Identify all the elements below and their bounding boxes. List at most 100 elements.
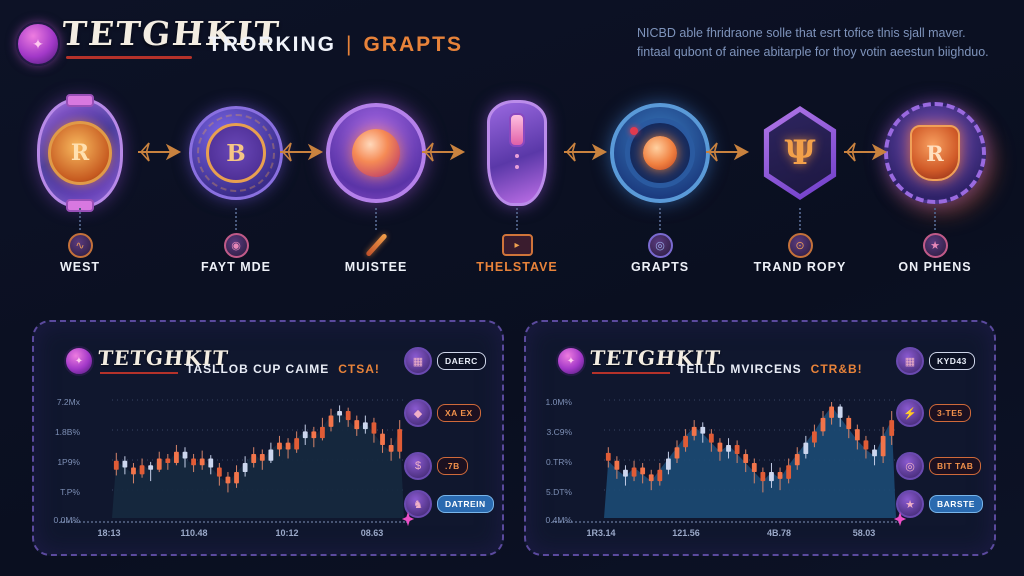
flow-step-trand-ropy: Ψ ⊙ TRAND ROPY bbox=[738, 96, 862, 284]
dotted-connector bbox=[659, 208, 661, 230]
x-axis-line bbox=[552, 521, 900, 523]
side-button-3te5[interactable]: ⚡ 3-TE5 bbox=[896, 399, 971, 427]
flow-arrow-icon bbox=[844, 142, 888, 162]
shield-r-glyph: R bbox=[910, 125, 960, 181]
flow-arrow-icon bbox=[706, 142, 750, 162]
lens-orb-badge[interactable] bbox=[610, 103, 710, 203]
flow-label-thelstave: THELSTAVE bbox=[476, 260, 558, 274]
orb-ring-badge[interactable] bbox=[326, 103, 426, 203]
candlestick-chart bbox=[604, 399, 896, 518]
dotted-connector bbox=[934, 208, 936, 230]
side-button-label[interactable]: DAERC bbox=[437, 352, 486, 370]
x-axis-tick: 08.63 bbox=[360, 528, 384, 538]
side-button-barste[interactable]: ★ BARSTE bbox=[896, 490, 983, 518]
logo-underline bbox=[66, 56, 192, 59]
flow-label-west: WEST bbox=[59, 260, 101, 274]
b-glyph: B bbox=[206, 123, 266, 183]
dotted-connector bbox=[79, 208, 81, 230]
side-button-label[interactable]: XA EX bbox=[437, 404, 481, 422]
side-button-label[interactable]: .7B bbox=[437, 457, 468, 475]
dollar-token-icon: $ bbox=[404, 452, 432, 480]
pencil-icon bbox=[366, 235, 387, 256]
panel-logo-icon: ✦ bbox=[64, 346, 94, 376]
x-axis-tick: 110.48 bbox=[180, 528, 208, 538]
y-axis-tick: 5.DT% bbox=[546, 487, 572, 497]
flow-step-fayt-mde: B ◉ FAYT MDE bbox=[174, 96, 298, 284]
side-button-daerc[interactable]: ▦ DAERC bbox=[404, 347, 486, 375]
side-button-label[interactable]: BARSTE bbox=[929, 495, 983, 513]
y-axis-tick: 1.8B% bbox=[54, 427, 80, 437]
flow-arrow-icon bbox=[138, 142, 182, 162]
header-description: NICBD able fhridraone solle that esrt to… bbox=[637, 24, 1009, 63]
panel-logo-icon: ✦ bbox=[556, 346, 586, 376]
brand-logo-icon: ✦ bbox=[16, 22, 60, 66]
rune-glyph: R bbox=[48, 121, 112, 185]
star-token-icon: ★ bbox=[896, 490, 924, 518]
flow-arrow-icon bbox=[564, 142, 608, 162]
flame-coin-icon: ⊙ bbox=[787, 232, 813, 258]
token-icon: ◉ bbox=[223, 232, 249, 258]
side-button-label[interactable]: KYD43 bbox=[929, 352, 975, 370]
side-button-datrein[interactable]: ♞ DATREIN bbox=[404, 490, 494, 518]
x-axis-line bbox=[60, 521, 408, 523]
y-axis-tick: 1.0M% bbox=[545, 397, 572, 407]
b-coin-badge[interactable]: B bbox=[189, 106, 283, 200]
side-button-xaex[interactable]: ◆ XA EX bbox=[404, 399, 481, 427]
knight-token-icon: ♞ bbox=[404, 490, 432, 518]
chart-panel-right: ✦ TETGHKIT TEILLD MVIRCENS CTR&B! ▦ KYD43… bbox=[524, 320, 996, 556]
monitor-icon: ▸ bbox=[501, 234, 533, 256]
rune-shield-badge[interactable]: R bbox=[37, 98, 123, 208]
tagline-separator: | bbox=[346, 33, 354, 56]
x-axis-tick: 121.56 bbox=[672, 528, 700, 538]
panel-title: TEILLD MVIRCENS CTR&B! bbox=[678, 362, 863, 376]
y-axis-tick: 3.C9% bbox=[546, 427, 572, 437]
y-axis-tick: 0.TR% bbox=[546, 457, 572, 467]
side-button-label[interactable]: 3-TE5 bbox=[929, 404, 971, 422]
panel-title-text: TEILLD MVIRCENS bbox=[678, 362, 802, 376]
star-coin-icon: ★ bbox=[922, 232, 948, 258]
swirl-coin-icon: ∿ bbox=[67, 232, 93, 258]
mouse-badge[interactable] bbox=[487, 100, 547, 206]
side-button-kyd43[interactable]: ▦ KYD43 bbox=[896, 347, 975, 375]
flow-step-muistee: MUISTEE bbox=[314, 96, 438, 284]
mouse-slot bbox=[509, 113, 525, 147]
panel-logo-underline bbox=[592, 372, 670, 374]
x-axis-tick: 4B.78 bbox=[766, 528, 792, 538]
grid-token-icon: ▦ bbox=[896, 347, 924, 375]
flow-arrow-icon bbox=[280, 142, 324, 162]
side-button-7b[interactable]: $ .7B bbox=[404, 452, 468, 480]
candlestick-chart bbox=[112, 399, 404, 518]
side-button-label[interactable]: DATREIN bbox=[437, 495, 494, 513]
x-axis-tick: 58.03 bbox=[852, 528, 876, 538]
description-line-2: fintaal qubont of ainee abitarple for th… bbox=[637, 45, 989, 60]
dotted-connector bbox=[516, 208, 518, 230]
y-axis-tick: 0.4M% bbox=[545, 515, 572, 525]
side-button-label[interactable]: BIT TAB bbox=[929, 457, 982, 475]
flow-step-grapts: ◎ GRAPTS bbox=[598, 96, 722, 284]
mouse-dot bbox=[515, 154, 519, 158]
mouse-dot bbox=[515, 165, 519, 169]
flow-label-grapts: GRAPTS bbox=[630, 260, 690, 274]
orb-icon bbox=[643, 136, 677, 170]
x-axis-tick: 1R3.14 bbox=[586, 528, 616, 538]
dotted-connector bbox=[799, 208, 801, 230]
chart-panel-left: ✦ TETGHKIT TASLLOB CUP CAIME CTSA! ▦ DAER… bbox=[32, 320, 504, 556]
panel-title: TASLLOB CUP CAIME CTSA! bbox=[186, 362, 380, 376]
flow-step-west: R ∿ WEST bbox=[18, 96, 142, 284]
flow-label-on-phens: ON PHENS bbox=[898, 260, 972, 274]
orb-icon bbox=[352, 129, 400, 177]
flow-step-thelstave: ▸ THELSTAVE bbox=[455, 96, 579, 284]
flow-label-trand-ropy: TRAND ROPY bbox=[753, 260, 847, 274]
hex-trident-badge[interactable]: Ψ bbox=[763, 106, 837, 200]
panel-title-accent: CTSA! bbox=[338, 362, 380, 376]
y-axis-tick: 0.0M% bbox=[53, 515, 80, 525]
side-button-bittab[interactable]: ◎ BIT TAB bbox=[896, 452, 982, 480]
dotted-connector bbox=[375, 208, 377, 230]
grid-token-icon: ▦ bbox=[404, 347, 432, 375]
red-dot bbox=[630, 127, 638, 135]
flow-label-muistee: MUISTEE bbox=[344, 260, 408, 274]
tagline-left: TRORKING bbox=[208, 33, 336, 56]
gear-shield-badge[interactable]: R bbox=[884, 102, 986, 204]
globe-icon: ◎ bbox=[647, 232, 673, 258]
